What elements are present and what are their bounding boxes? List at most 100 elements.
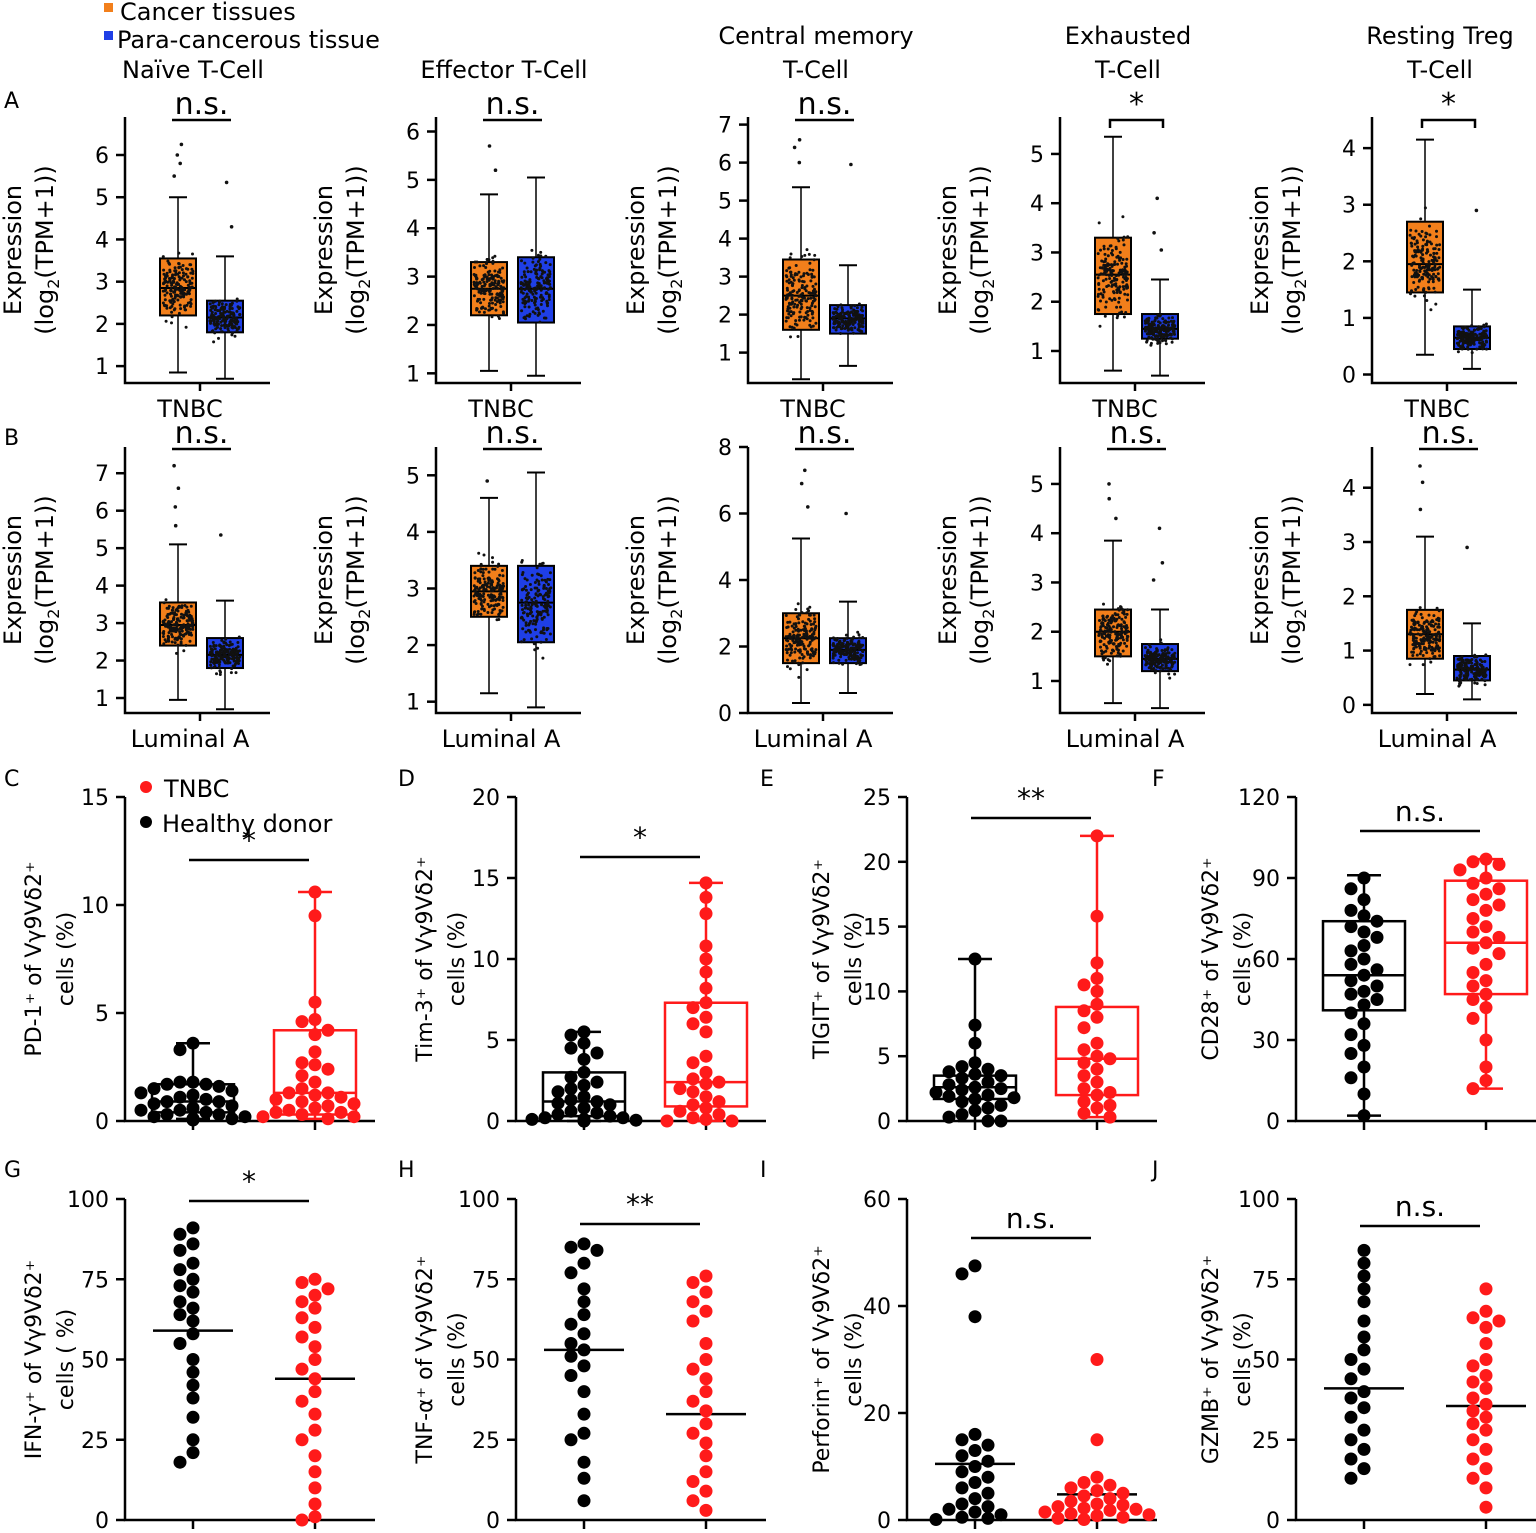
- sample-point: [524, 275, 528, 279]
- sample-point: [541, 609, 545, 613]
- outlier-point: [1155, 196, 1159, 201]
- outlier-point: [797, 138, 802, 142]
- y-tick-label: 5: [718, 190, 732, 215]
- sample-point: [183, 632, 187, 636]
- sample-point: [1167, 323, 1170, 327]
- data-point: [564, 1104, 578, 1118]
- sample-point: [1422, 647, 1426, 651]
- sample-point: [1485, 340, 1488, 344]
- sample-point: [224, 303, 228, 307]
- data-point: [1357, 939, 1371, 952]
- sample-point: [496, 286, 499, 290]
- sample-point: [1100, 266, 1104, 270]
- sample-point: [797, 270, 801, 274]
- data-point: [1077, 1501, 1091, 1515]
- data-point: [1479, 1320, 1493, 1334]
- sample-point: [495, 292, 499, 296]
- x-axis-label: TNBC: [467, 395, 533, 423]
- sample-point: [472, 610, 476, 614]
- axis-lines: [1058, 117, 1205, 385]
- sample-point: [520, 275, 524, 279]
- sample-point: [1162, 335, 1166, 339]
- sample-point: [1412, 623, 1416, 627]
- sample-point: [540, 603, 543, 607]
- box-para: [1453, 545, 1491, 701]
- y-tick-label: 5: [95, 186, 109, 211]
- sample-point: [807, 617, 811, 621]
- sample-point: [168, 270, 172, 274]
- sample-point: [799, 315, 803, 319]
- data-point: [699, 1484, 713, 1498]
- sample-point: [1100, 272, 1104, 276]
- sample-point: [171, 608, 174, 612]
- data-point: [699, 965, 713, 979]
- sample-point: [1118, 268, 1122, 272]
- data-point: [1038, 1505, 1052, 1519]
- data-point: [295, 1069, 309, 1083]
- sample-point: [1467, 342, 1471, 346]
- sample-point: [215, 658, 219, 662]
- sample-point: [1152, 333, 1155, 337]
- significance-label: n.s.: [1395, 795, 1445, 828]
- sample-point: [1424, 630, 1428, 634]
- sample-point: [1466, 327, 1470, 331]
- sample-point: [834, 328, 838, 332]
- data-point: [308, 885, 322, 899]
- sample-point: [1122, 275, 1125, 279]
- sample-point: [497, 279, 501, 283]
- y-axis-label-line1: Expression: [622, 515, 650, 645]
- sample-point: [167, 604, 171, 608]
- sample-point: [496, 581, 500, 585]
- sample-point: [1103, 636, 1106, 640]
- sample-point: [543, 578, 547, 582]
- sample-point: [1104, 626, 1108, 629]
- sample-point: [526, 270, 530, 274]
- sample-point: [1162, 333, 1166, 337]
- y-axis-label: CD28⁺ of Vγ9Vδ2⁺ cells (%): [1199, 857, 1256, 1060]
- sample-point: [1482, 329, 1486, 333]
- data-point: [955, 1433, 969, 1447]
- sample-point: [163, 293, 167, 297]
- y-tick-label: 100: [67, 1188, 109, 1213]
- sample-point: [1475, 347, 1479, 351]
- y-axis-label-line2: (log2(TPM+1)): [342, 495, 374, 664]
- data-point: [1453, 863, 1467, 877]
- sample-point: [1468, 678, 1472, 682]
- sample-point: [1485, 667, 1489, 670]
- data-point: [686, 1295, 700, 1309]
- sample-point: [524, 585, 528, 588]
- sample-point: [545, 281, 549, 285]
- sample-point: [228, 640, 232, 644]
- sample-point: [1460, 326, 1464, 330]
- sample-point: [1126, 235, 1130, 239]
- sample-point: [486, 270, 490, 274]
- sample-point: [835, 325, 839, 329]
- sample-point: [786, 658, 789, 662]
- sample-point: [1156, 334, 1160, 338]
- sample-point: [480, 306, 483, 310]
- sample-point: [161, 301, 165, 305]
- sample-point: [491, 259, 495, 263]
- sample-point: [215, 653, 219, 657]
- data-point: [1090, 1049, 1104, 1063]
- data-point: [1479, 1397, 1493, 1411]
- sample-point: [855, 315, 858, 319]
- sample-point: [474, 286, 478, 289]
- sample-point: [1160, 656, 1164, 660]
- box-cancer: [159, 142, 197, 374]
- data-point: [347, 1110, 361, 1124]
- sample-point: [1163, 648, 1167, 652]
- sample-point: [795, 273, 799, 276]
- y-axis-label-line2: (log2(TPM+1)): [1278, 165, 1310, 334]
- y-tick-label: 1: [1342, 640, 1356, 665]
- data-point: [577, 1065, 591, 1079]
- sample-point: [790, 648, 794, 652]
- significance-bracket: [1420, 118, 1477, 128]
- sample-point: [233, 334, 237, 338]
- sample-point: [792, 289, 796, 293]
- y-tick-label: 2: [1342, 585, 1356, 610]
- sample-point: [534, 307, 538, 311]
- chart-title-line2: T-Cell: [782, 56, 849, 84]
- sample-point: [1113, 612, 1117, 616]
- sample-point: [490, 315, 494, 319]
